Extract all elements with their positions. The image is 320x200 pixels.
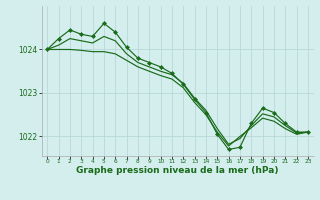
X-axis label: Graphe pression niveau de la mer (hPa): Graphe pression niveau de la mer (hPa) [76,166,279,175]
